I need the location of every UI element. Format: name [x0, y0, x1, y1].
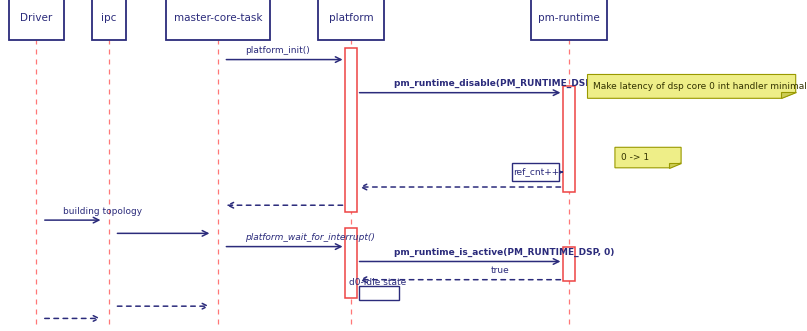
Text: ref_cnt++: ref_cnt++	[512, 167, 559, 177]
FancyBboxPatch shape	[563, 247, 575, 281]
Text: platform: platform	[328, 13, 374, 23]
FancyBboxPatch shape	[318, 0, 384, 40]
Text: Make latency of dsp core 0 int handler minimal: Make latency of dsp core 0 int handler m…	[593, 82, 807, 91]
Text: pm_runtime_disable(PM_RUNTIME_DSP, 0): pm_runtime_disable(PM_RUNTIME_DSP, 0)	[394, 79, 607, 88]
FancyBboxPatch shape	[345, 228, 357, 298]
Text: pm-runtime: pm-runtime	[538, 13, 600, 23]
Polygon shape	[669, 163, 681, 168]
Text: building topology: building topology	[64, 207, 143, 216]
Polygon shape	[587, 74, 796, 98]
Text: platform_init(): platform_init()	[245, 46, 310, 55]
FancyBboxPatch shape	[345, 48, 357, 212]
Text: 0 -> 1: 0 -> 1	[621, 153, 649, 162]
FancyBboxPatch shape	[92, 0, 126, 40]
Text: master-core-task: master-core-task	[174, 13, 262, 23]
FancyBboxPatch shape	[531, 0, 607, 40]
FancyBboxPatch shape	[166, 0, 270, 40]
Text: Driver: Driver	[20, 13, 52, 23]
Text: pm_runtime_is_active(PM_RUNTIME_DSP, 0): pm_runtime_is_active(PM_RUNTIME_DSP, 0)	[394, 248, 614, 257]
FancyBboxPatch shape	[9, 0, 64, 40]
Polygon shape	[615, 147, 681, 168]
Text: ipc: ipc	[101, 13, 117, 23]
FancyBboxPatch shape	[512, 163, 559, 181]
FancyBboxPatch shape	[563, 86, 575, 192]
Text: d0-idle state: d0-idle state	[349, 278, 406, 287]
Text: platform_wait_for_interrupt(): platform_wait_for_interrupt()	[245, 233, 375, 242]
Polygon shape	[781, 92, 796, 98]
Text: true: true	[491, 266, 510, 275]
FancyBboxPatch shape	[359, 286, 399, 300]
